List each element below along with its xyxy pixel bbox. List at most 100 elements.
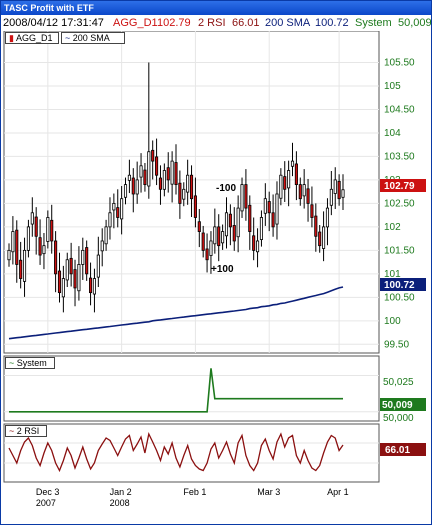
candle-body <box>42 245 46 255</box>
buy-annotation: +100 <box>211 264 234 275</box>
candle-body <box>96 254 100 278</box>
candle-body <box>26 226 30 251</box>
price-tick-label: 102.50 <box>384 198 415 209</box>
line-icon: ~ <box>9 358 15 368</box>
candle-body <box>298 184 302 200</box>
candle-body <box>19 259 23 279</box>
candle-body <box>271 212 275 228</box>
candle-body <box>221 231 225 244</box>
info-sma-label: 200 SMA <box>265 17 311 29</box>
candle-body <box>232 225 236 242</box>
price-tick-label: 103.50 <box>384 151 415 162</box>
candle-body <box>120 198 124 220</box>
info-datetime: 2008/04/12 17:31:47 <box>3 17 104 29</box>
window-title: TASC Profit with ETF <box>4 3 94 13</box>
candle-body <box>162 170 166 190</box>
last-system-label: 50,009 <box>382 400 413 411</box>
candle-body <box>201 232 205 251</box>
info-sma-value: 100.72 <box>315 17 349 29</box>
candle-body <box>158 177 163 190</box>
info-system-label: System <box>355 17 392 29</box>
chart-area[interactable]: 105.50105104.50104103.50103102.50102101.… <box>1 31 431 526</box>
candle-body <box>100 240 104 252</box>
candle-body <box>217 226 221 247</box>
candle-body <box>89 277 93 294</box>
candle-body <box>248 204 252 232</box>
candle-body <box>123 184 128 198</box>
system-tick-label: 50,000 <box>383 413 414 424</box>
time-tick-sublabel: 2007 <box>36 498 56 508</box>
info-price: 102.79 <box>157 17 191 29</box>
candle-body <box>104 226 108 245</box>
candle-body <box>294 163 298 186</box>
candle-body <box>189 174 194 200</box>
candle-body <box>38 237 42 256</box>
candle-body <box>50 219 54 242</box>
price-axis-ticks: 105.50105104.50104103.50103102.50102101.… <box>384 57 415 350</box>
candle-body <box>263 198 267 214</box>
legend-symbol[interactable]: ▮ AGG_D1 <box>5 32 59 44</box>
candle-body <box>131 177 135 195</box>
price-tick-label: 101 <box>384 269 401 280</box>
candle-body <box>205 248 209 261</box>
rsi-grid <box>4 442 379 464</box>
system-pane[interactable] <box>3 355 380 422</box>
title-bar[interactable]: TASC Profit with ETF <box>1 1 431 15</box>
candle-body <box>147 151 151 187</box>
last-price-label: 102.79 <box>384 181 415 192</box>
candle-body <box>244 184 248 209</box>
candle-body <box>197 221 201 232</box>
candle-body <box>22 249 27 282</box>
candle-body <box>224 212 229 237</box>
info-symbol: AGG_D1 <box>113 17 158 29</box>
line-icon: ~ <box>65 33 71 43</box>
system-tick-label: 50,025 <box>383 377 414 388</box>
candle-body <box>34 216 38 237</box>
time-tick-label: Feb 1 <box>183 487 206 497</box>
time-tick-label: Jan 2 <box>110 487 132 497</box>
candle-body <box>341 189 345 198</box>
candle-body <box>259 217 263 240</box>
candle-body <box>228 213 232 228</box>
last-sma-label: 100.72 <box>384 280 415 291</box>
candle-body <box>325 207 330 228</box>
candle-body <box>318 231 322 247</box>
candle-body <box>116 207 120 218</box>
candle-body <box>85 247 89 275</box>
legend-rsi[interactable]: ~ 2 RSI <box>5 425 47 437</box>
candle-body <box>139 165 143 178</box>
candle-body <box>256 240 260 253</box>
candle-body <box>337 180 341 200</box>
candle-body <box>329 188 333 206</box>
candle-icon: ▮ <box>9 33 14 43</box>
candle-body <box>155 156 159 176</box>
rsi-line <box>8 431 344 473</box>
price-tick-label: 102 <box>384 222 401 233</box>
price-tick-label: 105 <box>384 81 401 92</box>
last-rsi-label: 66.01 <box>385 445 410 456</box>
time-tick-label: Dec 3 <box>36 487 60 497</box>
candle-body <box>92 278 96 295</box>
info-system-value: 50,009 <box>398 17 431 29</box>
price-tick-label: 101.50 <box>384 245 415 256</box>
candle-body <box>54 240 58 275</box>
candle-body <box>127 174 131 181</box>
candle-body <box>73 269 77 289</box>
last-rsi-marker: 66.01 <box>380 443 426 456</box>
candle-body <box>275 193 279 225</box>
time-tick-label: Apr 1 <box>327 487 349 497</box>
candle-body <box>310 204 314 218</box>
candle-body <box>302 184 306 197</box>
candle-body <box>333 179 337 194</box>
legend-sma[interactable]: ~ 200 SMA <box>61 32 125 44</box>
system-line <box>9 368 343 413</box>
rsi-pane[interactable] <box>3 423 380 483</box>
candle-body <box>166 167 170 181</box>
last-system-marker: 50,009 <box>380 398 426 411</box>
last-price-marker: 102.79 <box>380 179 426 192</box>
legend-system[interactable]: ~ System <box>5 357 55 369</box>
candle-body <box>30 212 34 225</box>
candle-body <box>178 182 182 204</box>
candle-body <box>287 170 291 189</box>
candle-body <box>65 259 69 281</box>
